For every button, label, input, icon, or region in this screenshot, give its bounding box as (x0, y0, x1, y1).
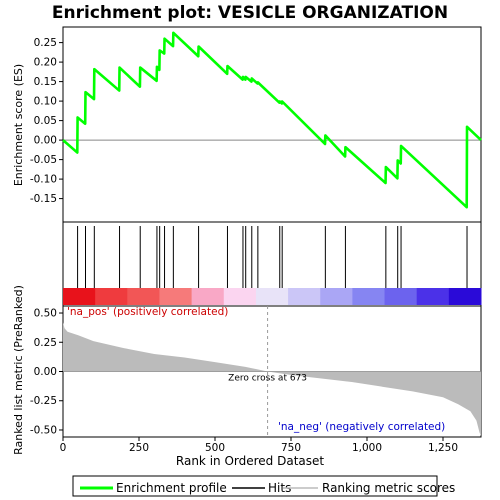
color-bar-segment (352, 288, 386, 305)
hits-area (77, 226, 468, 288)
legend-hits-label: Hits (268, 481, 291, 495)
color-bar-segment (223, 288, 257, 305)
xtick-label: 250 (129, 442, 149, 454)
ranking-metric-area (63, 322, 481, 436)
color-bar-segment (63, 288, 96, 305)
color-bar-segment (191, 288, 225, 305)
es-ytick-label: 0.10 (34, 96, 57, 108)
rank-color-bar (63, 288, 482, 305)
zero-cross-label: Zero cross at 673 (228, 374, 307, 384)
es-ytick-label: 0.00 (34, 135, 57, 147)
es-ytick-label: -0.10 (30, 174, 57, 186)
legend-enrichment-label: Enrichment profile (116, 481, 227, 495)
xtick-label: 750 (281, 442, 301, 454)
color-bar-segment (95, 288, 128, 305)
color-bar-segment (448, 288, 482, 305)
color-bar-segment (416, 288, 450, 305)
enrichment-profile-line (62, 31, 482, 209)
legend: Enrichment profile Hits Ranking metric s… (72, 475, 455, 497)
es-ylabel: Enrichment score (ES) (12, 64, 25, 186)
es-panel-frame (62, 26, 482, 223)
es-ytick-label: 0.20 (34, 57, 57, 69)
metric-ytick-label: 0.25 (34, 337, 57, 349)
es-ytick-label: 0.15 (34, 76, 57, 88)
chart-title: Enrichment plot: VESICLE ORGANIZATION (52, 3, 448, 23)
negative-label: 'na_neg' (negatively correlated) (278, 421, 445, 433)
legend-box (72, 475, 438, 497)
color-bar-segment (384, 288, 418, 305)
color-bar-segment (127, 288, 160, 305)
metric-plot-area: Zero cross at 673 'na_pos' (positively co… (30, 306, 481, 454)
es-ytick-label: 0.05 (34, 115, 57, 127)
color-bar-segment (320, 288, 353, 305)
metric-ytick-label: 0.00 (34, 366, 57, 378)
es-plot-area: -0.15 -0.10 -0.05 0.00 0.05 0.10 0.15 0.20 0.25 (30, 31, 482, 209)
xtick-label: 500 (205, 442, 225, 454)
xtick-label: 1,250 (428, 442, 458, 454)
xtick-label: 1,000 (352, 442, 382, 454)
es-ytick-label: -0.05 (30, 154, 57, 166)
metric-ytick-label: -0.50 (30, 424, 57, 436)
legend-metric-label: Ranking metric scores (322, 481, 455, 495)
metric-ytick-label: 0.50 (34, 308, 57, 320)
metric-ytick-label: -0.25 (30, 395, 57, 407)
color-bar-segment (159, 288, 193, 305)
es-ytick-label: -0.15 (30, 193, 57, 205)
xlabel: Rank in Ordered Dataset (176, 454, 324, 468)
xtick-label: 0 (60, 442, 67, 454)
positive-label: 'na_pos' (positively correlated) (67, 306, 228, 318)
color-bar-segment (255, 288, 289, 305)
es-ytick-label: 0.25 (34, 37, 57, 49)
metric-ylabel: Ranked list metric (PreRanked) (12, 285, 25, 455)
color-bar-segment (288, 288, 321, 305)
